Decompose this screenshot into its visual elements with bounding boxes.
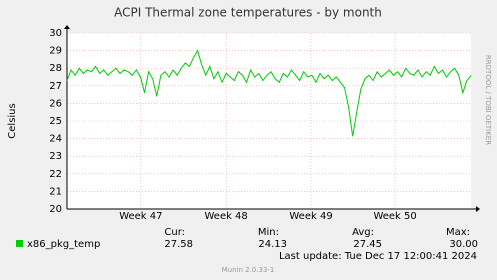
legend-label: x86_pkg_temp xyxy=(27,239,100,250)
y-tick-label: 21 xyxy=(49,186,62,197)
legend-swatch xyxy=(16,240,23,247)
line xyxy=(66,49,472,137)
y-tick-label: 28 xyxy=(49,63,62,74)
side-note: RRDTOOL / TOBI OETIKER xyxy=(484,55,492,145)
stat-header: Max: xyxy=(446,227,470,238)
y-tick-label: 27 xyxy=(49,81,62,92)
y-tick-label: 23 xyxy=(49,151,62,162)
footer: Munin 2.0.33-1 xyxy=(222,266,275,274)
y-tick-label: 22 xyxy=(49,169,62,180)
chart-title: ACPI Thermal zone temperatures - by mont… xyxy=(114,6,382,20)
stat-value: 27.45 xyxy=(353,239,382,250)
axis-arrow xyxy=(476,206,480,212)
x-tick-label: Week 47 xyxy=(119,211,162,222)
x-tick-label: Week 50 xyxy=(373,211,416,222)
y-axis-label: Celsius xyxy=(7,103,18,138)
y-tick-label: 24 xyxy=(49,134,62,145)
last-update: Last update: Tue Dec 17 12:00:41 2024 xyxy=(279,251,477,262)
stat-value: 27.58 xyxy=(164,239,193,250)
x-tick-label: Week 49 xyxy=(289,211,332,222)
y-tick-label: 29 xyxy=(49,46,62,57)
y-tick-label: 26 xyxy=(49,98,62,109)
stat-header: Cur: xyxy=(164,227,185,238)
y-tick-label: 25 xyxy=(49,116,62,127)
y-tick-label: 30 xyxy=(49,28,62,39)
stat-value: 24.13 xyxy=(258,239,287,250)
stat-header: Min: xyxy=(258,227,279,238)
stat-header: Avg: xyxy=(352,227,374,238)
axis-arrow xyxy=(64,25,70,29)
stat-value: 30.00 xyxy=(449,239,478,250)
y-tick-label: 20 xyxy=(49,204,62,215)
x-tick-label: Week 48 xyxy=(204,211,247,222)
